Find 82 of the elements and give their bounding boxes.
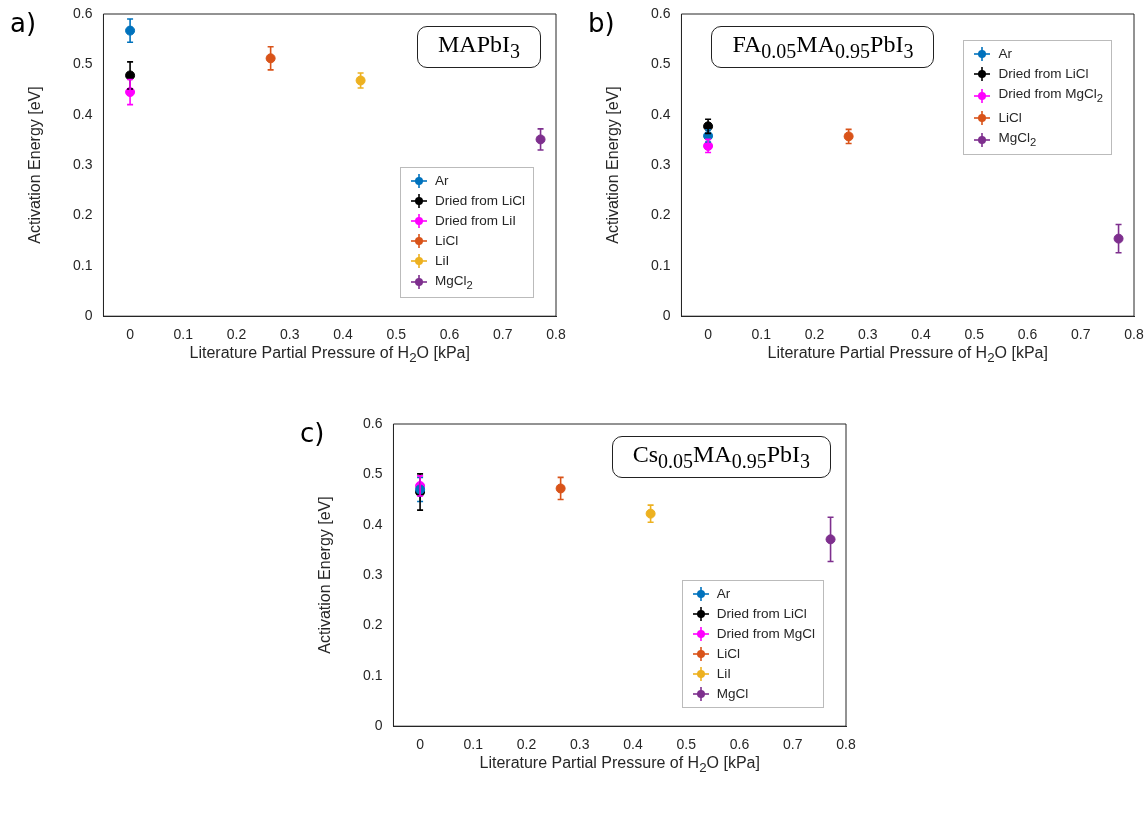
x-tick-label: 0.2 (804, 326, 825, 343)
y-tick-label: 0.2 (650, 206, 671, 223)
y-tick-label: 0.6 (362, 414, 383, 431)
x-tick-label: 0.7 (1071, 326, 1091, 343)
point (1113, 233, 1124, 244)
legend-label: LiCl (998, 108, 1022, 127)
legend-label: Dried from LiCl (998, 65, 1089, 83)
y-tick-label: 0.3 (650, 155, 671, 172)
legend-label: LiCl (716, 645, 740, 664)
legend-label: Dried from LiI (434, 211, 516, 230)
legend-label: Dried from MgCl$_{2}$ (998, 85, 1103, 106)
x-tick-label: 0.3 (858, 326, 878, 343)
y-tick-label: 0.6 (650, 4, 671, 21)
text: c) (300, 418, 325, 448)
x-tick-label: 0.1 (751, 326, 772, 343)
y-tick-label: 0.4 (362, 515, 383, 532)
legend-label: Dried from LiCl (434, 191, 525, 210)
x-tick-label: 0.4 (333, 326, 353, 343)
y-tick-label: 0 (662, 307, 671, 324)
legend-label: MgCl$_{2}$ (998, 128, 1037, 150)
x-tick-label: 0.6 (1017, 326, 1038, 343)
x-tick-label: 0.7 (493, 326, 513, 343)
x-tick-label: 0 (704, 326, 713, 343)
y-tick-label: 0.3 (72, 155, 93, 172)
legend-label: LiI (434, 251, 450, 270)
y-tick-label: 0.5 (650, 55, 671, 72)
x-axis-title: Literature Partial Pressure of H$_{2}$O [kPa] (478, 754, 761, 776)
y-tick-label: 0.1 (72, 256, 93, 273)
text: FA$_{0.05}$MA$_{0.95}$PbI$_{3}$ (711, 26, 935, 68)
y-tick-label: 0 (374, 717, 383, 734)
x-tick-label: 0 (416, 736, 425, 753)
y-tick-label: 0.5 (72, 55, 93, 72)
y-tick-label: 0.5 (362, 465, 383, 482)
x-tick-label: 0.7 (783, 736, 803, 753)
x-tick-label: 0.5 (964, 326, 985, 343)
x-tick-label: 0.3 (570, 736, 590, 753)
x-tick-label: 0.4 (911, 326, 931, 343)
x-tick-label: 0.5 (386, 326, 407, 343)
legend-label: Ar (434, 171, 449, 190)
legend-label: Dried from MgCl (716, 625, 815, 644)
legend-label: LiI (716, 665, 731, 684)
text: a) (10, 8, 37, 38)
legend-label: MgCl (716, 685, 749, 704)
y-tick-label: 0.2 (72, 206, 93, 223)
text: MAPbI$_{3}$ (416, 26, 541, 68)
point (555, 483, 566, 494)
y-tick-label: 0.2 (362, 616, 383, 633)
point (535, 134, 546, 145)
x-tick-label: 0.2 (226, 326, 247, 343)
y-axis-title: Activation Energy [eV] (316, 496, 334, 654)
legend-label: Ar (716, 585, 731, 604)
x-tick-label: 0.3 (280, 326, 300, 343)
y-axis-title: Activation Energy [eV] (26, 86, 44, 244)
x-tick-label: 0.8 (836, 736, 856, 753)
x-tick-label: 0.1 (463, 736, 484, 753)
legend-label: Dried from LiCl (716, 605, 807, 624)
x-tick-label: 0.8 (1124, 326, 1144, 343)
legend-label: Ar (998, 45, 1012, 63)
x-tick-label: 0 (126, 326, 135, 343)
x-tick-label: 0.8 (546, 326, 566, 343)
text: b) (588, 8, 615, 38)
y-axis-title: Activation Energy [eV] (604, 86, 622, 244)
x-tick-label: 0.4 (623, 736, 643, 753)
y-tick-label: 0.4 (72, 105, 93, 122)
legend-label: LiCl (434, 231, 459, 250)
x-tick-label: 0.5 (676, 736, 697, 753)
y-tick-label: 0.1 (362, 666, 383, 683)
x-axis-title: Literature Partial Pressure of H$_{2}$O [kPa] (766, 344, 1049, 366)
legend-label: MgCl$_{2}$ (434, 271, 473, 293)
y-tick-label: 0.3 (362, 565, 383, 582)
y-tick-label: 0 (84, 307, 93, 324)
x-tick-label: 0.2 (516, 736, 537, 753)
y-tick-label: 0.1 (650, 256, 671, 273)
x-tick-label: 0.6 (439, 326, 460, 343)
y-tick-label: 0.6 (72, 4, 93, 21)
point (265, 53, 276, 64)
point (645, 508, 656, 519)
x-axis-title: Literature Partial Pressure of H$_{2}$O [kPa] (188, 344, 471, 366)
y-tick-label: 0.4 (650, 105, 671, 122)
x-tick-label: 0.1 (173, 326, 194, 343)
x-tick-label: 0.6 (729, 736, 750, 753)
text: Cs$_{0.05}$MA$_{0.95}$PbI$_{3}$ (611, 436, 831, 478)
